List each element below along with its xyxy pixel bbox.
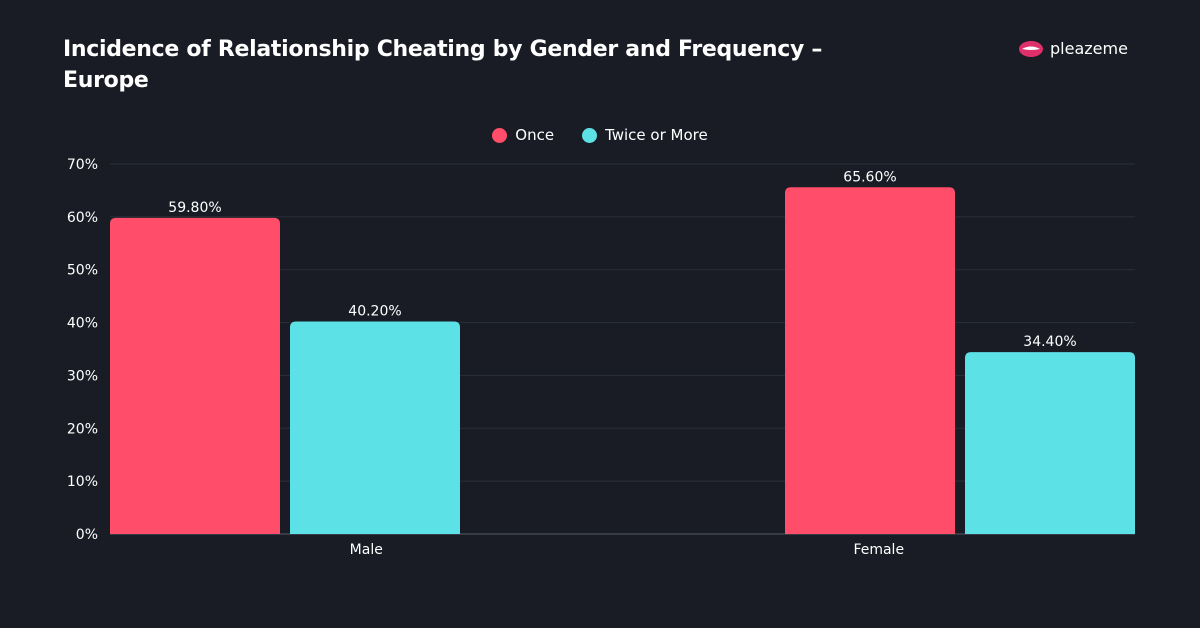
data-label: 65.60% (843, 169, 896, 185)
y-tick-label: 50% (67, 263, 98, 279)
brand-logo: pleazeme (1018, 39, 1128, 58)
y-tick-label: 40% (67, 316, 98, 332)
x-tick-label: Female (853, 542, 904, 558)
bar-once (110, 217, 280, 534)
legend-item-once[interactable]: Once (492, 126, 554, 144)
legend-swatch (582, 127, 598, 143)
data-label: 59.80% (168, 200, 221, 216)
x-tick-label: Male (350, 542, 383, 558)
y-tick-label: 10% (67, 474, 98, 490)
chart-title: Incidence of Relationship Cheating by Ge… (63, 37, 823, 93)
legend: Once Twice or More (0, 126, 1200, 144)
y-tick-label: 0% (76, 527, 98, 543)
y-tick-label: 20% (67, 421, 98, 437)
bar-once (785, 187, 955, 534)
lips-icon (1019, 40, 1043, 57)
legend-label: Twice or More (605, 126, 708, 144)
data-label: 40.20% (348, 304, 401, 320)
bar-twice-or-more (965, 352, 1135, 534)
data-label: 34.40% (1023, 334, 1076, 350)
y-tick-label: 70% (67, 157, 98, 173)
bar-twice-or-more (290, 321, 460, 534)
legend-swatch (492, 127, 508, 143)
legend-item-twice[interactable]: Twice or More (582, 126, 708, 144)
brand-name: pleazeme (1050, 39, 1128, 58)
y-tick-label: 30% (67, 368, 98, 384)
y-tick-label: 60% (67, 210, 98, 226)
legend-label: Once (515, 126, 555, 144)
